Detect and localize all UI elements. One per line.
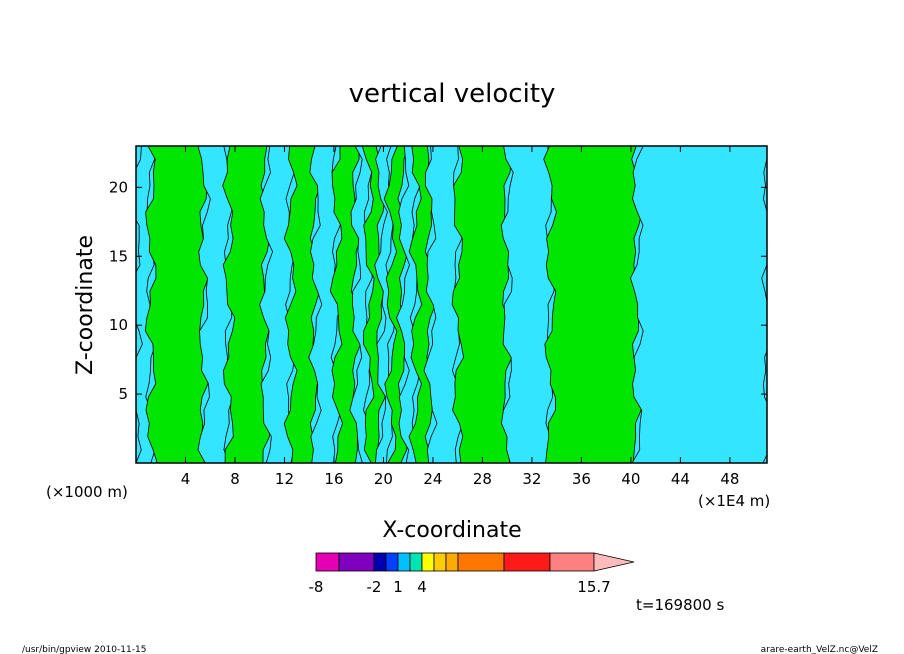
x-tick-label: 20 (374, 470, 393, 488)
colorbar-segment (338, 552, 375, 572)
x-tick-label: 32 (522, 470, 541, 488)
colorbar-segment (549, 552, 595, 572)
y-tick-label: 5 (118, 385, 128, 403)
colorbar-tick-labels: -8 -2 1 4 15.7 (309, 578, 611, 596)
x-tick-label: 28 (473, 470, 492, 488)
x-tick-label: 48 (720, 470, 739, 488)
y-tick-label: 20 (109, 178, 128, 196)
colorbar-segment (445, 552, 459, 572)
y-axis: 5 10 15 20 (109, 178, 767, 403)
field-band-negative (259, 146, 297, 463)
y-tick-label: 10 (109, 316, 128, 334)
colorbar-segment (421, 552, 435, 572)
colorbar-segment (397, 552, 411, 572)
colorbar-tick-label: 15.7 (577, 578, 610, 596)
chart-title: vertical velocity (349, 79, 556, 109)
field-band-negative (500, 146, 556, 463)
x-unit-left: (×1000 m) (46, 483, 128, 501)
field-band-negative (630, 146, 767, 463)
x-tick-label: 40 (621, 470, 640, 488)
x-axis: 4 8 12 16 20 24 28 32 36 40 44 48 (181, 146, 739, 488)
footer-left: /usr/bin/gpview 2010-11-15 (22, 645, 146, 654)
colorbar-tick-label: -8 (309, 578, 324, 596)
colorbar-segment (373, 552, 387, 572)
colorbar-tick-label: -2 (367, 578, 382, 596)
colorbar-tick-label: 1 (393, 578, 403, 596)
time-label: t=169800 s (636, 596, 724, 614)
colorbar-segment (503, 552, 551, 572)
colorbar-segment (457, 552, 505, 572)
field-band-positive (222, 146, 272, 463)
x-tick-label: 16 (324, 470, 343, 488)
x-tick-label: 12 (275, 470, 294, 488)
plot-area (135, 145, 768, 464)
x-tick-label: 24 (423, 470, 442, 488)
x-axis-label: X-coordinate (382, 518, 521, 543)
colorbar-segment (409, 552, 423, 572)
field-band-positive (451, 146, 513, 463)
x-tick-label: 44 (671, 470, 690, 488)
colorbar-segment (385, 552, 399, 572)
colorbar-segment (315, 552, 340, 572)
x-tick-label: 4 (181, 470, 191, 488)
colorbar-segment (433, 552, 447, 572)
colorbar (315, 552, 635, 572)
x-tick-label: 8 (230, 470, 240, 488)
colorbar-tick-label: 4 (417, 578, 427, 596)
field-band-negative (423, 146, 464, 463)
x-unit-right: (×1E4 m) (698, 492, 770, 510)
footer-right: arare-earth_VelZ.nc@VelZ (761, 645, 878, 654)
y-axis-label: Z-coordinate (73, 235, 98, 375)
x-tick-label: 36 (572, 470, 591, 488)
colorbar-arrow (593, 552, 635, 572)
field-band-negative (374, 146, 397, 463)
plot-frame (135, 145, 768, 464)
field-band-positive (543, 146, 643, 463)
y-tick-label: 15 (109, 247, 128, 265)
field-band-positive (144, 146, 210, 463)
